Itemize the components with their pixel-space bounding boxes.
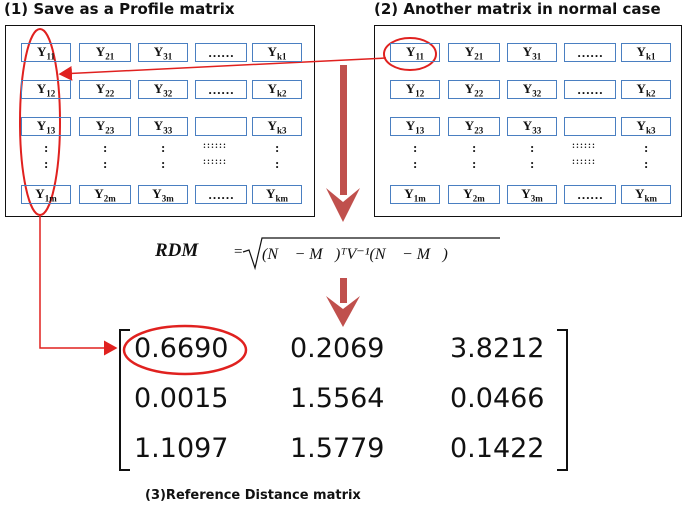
profile-gap-dots: ::::::	[203, 140, 227, 150]
profile-vdots: :	[161, 156, 166, 171]
normal-vdots: :	[472, 140, 477, 155]
profile-vdots: :	[103, 140, 108, 155]
normal-vdots: :	[644, 140, 649, 155]
profile-cell: ……	[195, 80, 247, 99]
normal-cell: Y13	[390, 117, 440, 136]
profile-vdots: :	[275, 156, 280, 171]
profile-cell: Y13	[21, 117, 71, 136]
profile-cell: Y12	[21, 80, 71, 99]
profile-cell: Y23	[79, 117, 131, 136]
reference-matrix-heading: (3)Reference Distance matrix	[145, 488, 361, 503]
normal-gap-dots: ::::::	[572, 156, 596, 166]
normal-cell: ……	[564, 80, 616, 99]
profile-cell: Yk3	[252, 117, 302, 136]
right-bracket	[557, 329, 568, 471]
profile-vdots: :	[275, 140, 280, 155]
y11-highlight	[383, 37, 437, 71]
normal-cell: Yk1	[621, 43, 671, 62]
profile-cell: Y2m	[79, 185, 131, 204]
distance-value: 1.5564	[290, 383, 385, 414]
compare-arrow	[58, 57, 387, 81]
normal-cell	[564, 117, 616, 136]
distance-value: 3.8212	[450, 333, 545, 364]
profile-vdots: :	[44, 140, 49, 155]
normal-cell: Y23	[448, 117, 500, 136]
another-matrix-heading: (2) Another matrix in normal case	[374, 0, 661, 18]
normal-cell: Ykm	[621, 185, 671, 204]
normal-cell: Y22	[448, 80, 500, 99]
profile-vdots: :	[103, 156, 108, 171]
normal-vdots: :	[644, 156, 649, 171]
normal-cell: Y3m	[507, 185, 557, 204]
result-arrow	[39, 215, 118, 356]
profile-cell	[195, 117, 247, 136]
result-value-highlight	[122, 324, 248, 376]
normal-cell: Y2m	[448, 185, 500, 204]
profile-matrix-heading: (1) Save as a Profile matrix	[4, 0, 235, 18]
normal-cell: ……	[564, 185, 616, 204]
profile-gap-dots: ::::::	[203, 156, 227, 166]
normal-vdots: :	[413, 140, 418, 155]
down-arrow-icon	[326, 278, 360, 327]
normal-cell: Y31	[507, 43, 557, 62]
distance-value: 0.6690	[134, 333, 229, 364]
normal-cell: Y11	[390, 43, 440, 62]
distance-value: 1.1097	[134, 433, 229, 464]
left-bracket	[119, 329, 130, 471]
profile-cell: Y1m	[21, 185, 71, 204]
profile-cell: ……	[195, 185, 247, 204]
normal-vdots: :	[530, 156, 535, 171]
profile-cell: Y33	[138, 117, 188, 136]
profile-vdots: :	[44, 156, 49, 171]
normal-cell: Yk2	[621, 80, 671, 99]
normal-cell: Y32	[507, 80, 557, 99]
distance-value: 0.0466	[450, 383, 545, 414]
normal-gap-dots: ::::::	[572, 140, 596, 150]
normal-cell: Y12	[390, 80, 440, 99]
distance-value: 0.2069	[290, 333, 385, 364]
normal-cell: Y1m	[390, 185, 440, 204]
distance-value: 0.1422	[450, 433, 545, 464]
profile-cell: Y3m	[138, 185, 188, 204]
profile-cell: Yk2	[252, 80, 302, 99]
profile-cell: Ykm	[252, 185, 302, 204]
normal-cell: Yk3	[621, 117, 671, 136]
profile-cell: Y11	[21, 43, 71, 62]
sqrt-sign	[242, 237, 500, 271]
normal-vdots: :	[530, 140, 535, 155]
distance-value: 1.5779	[290, 433, 385, 464]
profile-cell: Y21	[79, 43, 131, 62]
profile-cell: Y22	[79, 80, 131, 99]
down-arrow-icon	[326, 65, 360, 222]
normal-vdots: :	[472, 156, 477, 171]
normal-cell: Y33	[507, 117, 557, 136]
formula-expression: (N⃗ − M⃗)ᵀV⁻¹(N⃗ − M⃗)	[262, 246, 448, 263]
profile-cell: Yk1	[252, 43, 302, 62]
profile-cell: Y32	[138, 80, 188, 99]
profile-cell: Y31	[138, 43, 188, 62]
normal-vdots: :	[413, 156, 418, 171]
rdm-label: RDM	[155, 240, 199, 261]
normal-cell: Y21	[448, 43, 500, 62]
formula-equals: =	[234, 244, 243, 260]
distance-value: 0.0015	[134, 383, 229, 414]
profile-vdots: :	[161, 140, 166, 155]
normal-cell: ……	[564, 43, 616, 62]
profile-cell: ……	[195, 43, 247, 62]
